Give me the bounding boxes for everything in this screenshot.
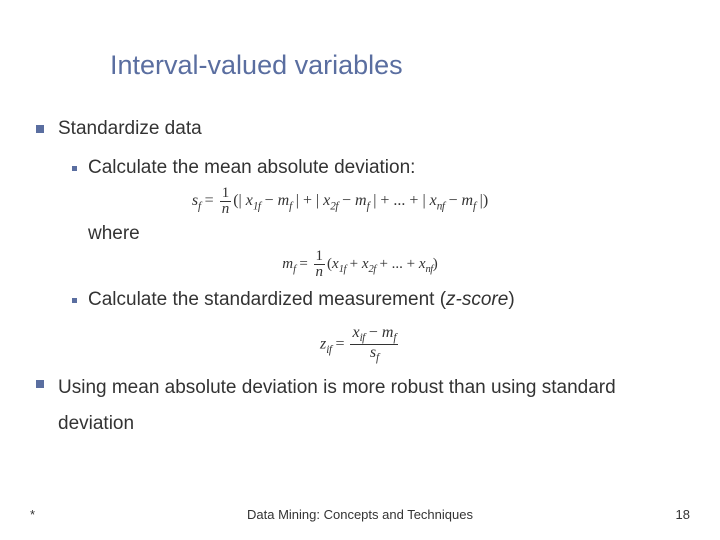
bullet-calc-mad: Calculate the mean absolute deviation: (30, 154, 690, 183)
text-where: where (30, 223, 690, 245)
slide-body: Standardize data Calculate the mean abso… (30, 115, 690, 452)
slide: Interval-valued variables Standardize da… (0, 0, 720, 540)
footer-right: 18 (676, 507, 690, 522)
bullet-calc-zscore: Calculate the standardized measurement (… (30, 286, 690, 315)
bullet-robust: Using mean absolute deviation is more ro… (30, 370, 690, 442)
formula-mf: mf = 1n(x1f + x2f + ... + xnf) (30, 249, 690, 280)
formula-sf: sf = 1n(| x1f − mf | + | x2f − mf | + ..… (10, 186, 670, 217)
bullet-standardize: Standardize data (30, 115, 690, 144)
formula-zif: zif = xif − mfsf (30, 325, 690, 365)
slide-title: Interval-valued variables (110, 50, 403, 81)
footer-center: Data Mining: Concepts and Techniques (0, 507, 720, 522)
